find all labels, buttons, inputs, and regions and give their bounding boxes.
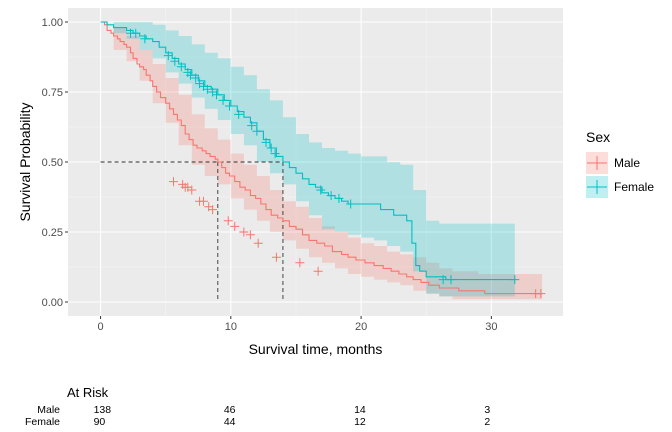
censor-mark-female bbox=[225, 101, 235, 111]
confidence-ribbons bbox=[100, 22, 543, 300]
censor-mark-male bbox=[223, 216, 233, 226]
censor-mark-female bbox=[163, 51, 173, 61]
censor-mark-female bbox=[202, 84, 212, 94]
grid-lines bbox=[68, 8, 563, 316]
censor-mark-female bbox=[185, 70, 195, 80]
y-tick-label: 1.00 bbox=[42, 17, 63, 29]
y-tick-label: 0.00 bbox=[42, 297, 63, 309]
censor-mark-male bbox=[253, 238, 263, 248]
censor-mark-female bbox=[270, 149, 280, 159]
censor-mark-female bbox=[212, 90, 221, 100]
risk-row-label: Male bbox=[37, 404, 60, 416]
censor-mark-female bbox=[334, 193, 344, 203]
censor-mark-female bbox=[316, 185, 326, 195]
censor-mark-male bbox=[198, 196, 208, 206]
risk-table-rows: Male 138 46 14 3 Female 90 44 12 2 bbox=[25, 404, 490, 428]
censor-mark-male bbox=[295, 258, 305, 268]
censor-mark-female bbox=[247, 121, 257, 131]
ribbon-female bbox=[100, 22, 515, 297]
censor-mark-male bbox=[271, 252, 281, 262]
censor-mark-female bbox=[261, 137, 271, 147]
y-tick-label: 0.50 bbox=[42, 157, 63, 169]
ribbon-male bbox=[100, 22, 543, 300]
censor-mark-female bbox=[218, 95, 228, 105]
risk-count: 14 bbox=[354, 404, 366, 416]
censor-mark-male bbox=[313, 266, 323, 276]
risk-count: 2 bbox=[484, 416, 490, 428]
censor-mark-female bbox=[510, 275, 520, 285]
legend-title: Sex bbox=[586, 129, 610, 145]
censor-mark-male bbox=[208, 205, 218, 215]
censor-mark-female bbox=[266, 143, 276, 153]
censor-mark-female bbox=[170, 56, 180, 66]
censor-mark-female bbox=[176, 62, 186, 72]
censor-marks bbox=[126, 28, 546, 299]
censor-mark-female bbox=[252, 126, 262, 136]
legend-label-male: Male bbox=[614, 156, 640, 170]
censor-mark-female bbox=[140, 34, 150, 44]
risk-count: 44 bbox=[224, 416, 236, 428]
censor-mark-female bbox=[131, 28, 141, 38]
censor-mark-male bbox=[230, 221, 240, 231]
x-tick-label: 30 bbox=[485, 321, 497, 333]
legend: Sex Male Female bbox=[586, 129, 654, 198]
risk-count: 46 bbox=[224, 404, 236, 416]
risk-count: 138 bbox=[94, 404, 112, 416]
censor-mark-male bbox=[245, 230, 255, 240]
risk-row-label: Female bbox=[25, 416, 60, 428]
censor-mark-male bbox=[239, 227, 249, 237]
risk-count: 3 bbox=[484, 404, 490, 416]
censor-mark-female bbox=[191, 73, 201, 83]
censor-mark-female bbox=[446, 275, 456, 285]
y-tick-label: 0.75 bbox=[42, 87, 63, 99]
risk-count: 90 bbox=[94, 416, 106, 428]
censor-mark-male bbox=[169, 177, 179, 187]
risk-count: 12 bbox=[354, 416, 366, 428]
curve-male bbox=[100, 21, 543, 295]
x-axis-title: Survival time, months bbox=[249, 341, 383, 357]
censor-mark-male bbox=[536, 289, 546, 299]
x-tick-label: 0 bbox=[98, 321, 104, 333]
risk-table: At Risk Male 138 46 14 3 Female 90 44 12 2 bbox=[25, 385, 490, 428]
censor-mark-female bbox=[438, 275, 448, 285]
x-tick-label: 10 bbox=[225, 321, 237, 333]
risk-table-title: At Risk bbox=[67, 385, 109, 400]
legend-label-female: Female bbox=[614, 180, 654, 194]
censor-mark-female bbox=[346, 199, 356, 209]
censor-mark-female bbox=[234, 109, 244, 119]
censor-mark-male bbox=[187, 185, 197, 195]
axes: 0 10 20 30 0.00 0.25 0.50 0.75 1.00 bbox=[42, 17, 498, 333]
censor-mark-female bbox=[326, 191, 336, 201]
legend-items: Male Female bbox=[586, 152, 654, 198]
median-survival-lines bbox=[100, 161, 284, 302]
y-tick-label: 0.25 bbox=[42, 227, 63, 239]
y-axis-title: Survival Probability bbox=[17, 102, 33, 221]
x-tick-label: 20 bbox=[355, 321, 367, 333]
